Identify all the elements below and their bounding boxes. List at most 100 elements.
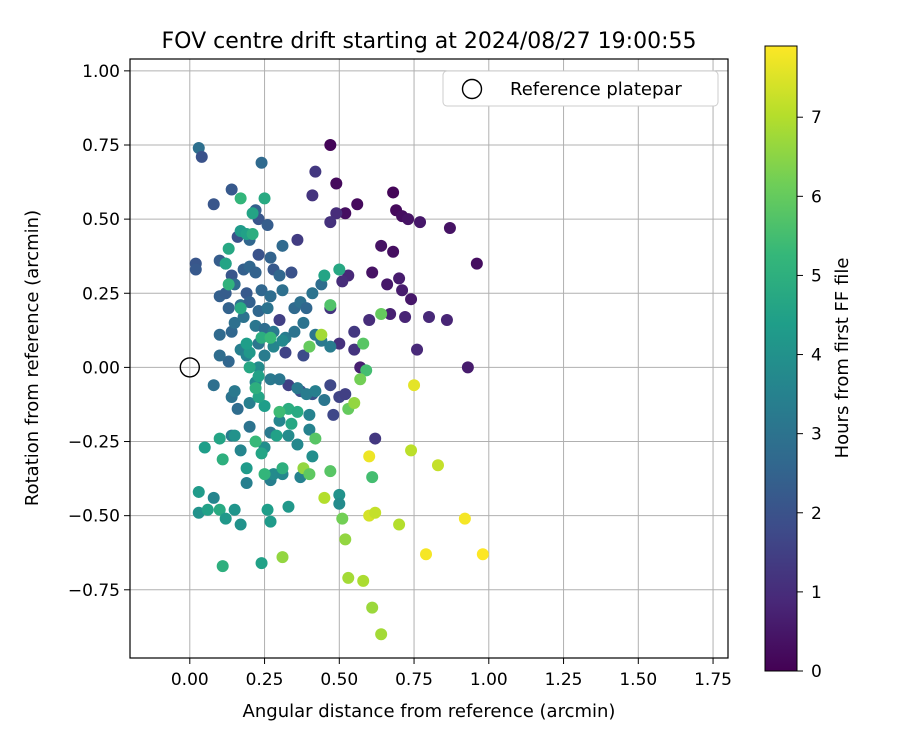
data-point [258, 468, 271, 481]
data-point [306, 450, 319, 463]
colorbar-label: Hours from first FF file [832, 258, 853, 459]
chart-title: FOV centre drift starting at 2024/08/27 … [162, 29, 697, 54]
data-point [213, 503, 226, 516]
data-point [324, 465, 337, 478]
data-point [258, 399, 271, 412]
data-point [431, 459, 444, 472]
data-point [363, 313, 376, 326]
colorbar-tick-label: 1 [811, 583, 822, 603]
data-point [357, 574, 370, 587]
data-point [243, 296, 256, 309]
data-point [228, 385, 241, 398]
data-point [369, 432, 382, 445]
data-point [252, 370, 265, 383]
colorbar-gradient [764, 45, 798, 672]
data-point [255, 284, 268, 297]
data-point [192, 485, 205, 498]
data-point [261, 503, 274, 516]
data-point [273, 405, 286, 418]
x-tick-label: 0.00 [171, 670, 209, 690]
data-point [255, 331, 268, 344]
data-point [309, 165, 322, 178]
data-point [201, 503, 214, 516]
data-point [222, 302, 235, 315]
data-point [318, 491, 331, 504]
data-point [339, 388, 352, 401]
data-point [249, 266, 262, 279]
data-point [357, 337, 370, 350]
data-point [258, 192, 271, 205]
colorbar-tick-label: 0 [811, 662, 822, 682]
data-point [443, 222, 456, 235]
x-tick-label: 1.25 [545, 670, 583, 690]
data-point [291, 438, 304, 451]
data-point [408, 379, 421, 392]
y-tick-label: 0.25 [82, 284, 120, 304]
legend-label: Reference platepar [510, 79, 682, 100]
plot-frame [129, 58, 729, 659]
x-tick-label: 1.00 [470, 670, 508, 690]
data-point [207, 379, 220, 392]
data-point [366, 601, 379, 614]
data-point [189, 263, 202, 276]
y-tick-label: −0.25 [68, 433, 120, 453]
data-point [255, 156, 268, 169]
data-point [276, 551, 289, 564]
data-point [351, 198, 364, 211]
data-point [228, 316, 241, 329]
data-point [276, 334, 289, 347]
colorbar-tick-label: 5 [811, 266, 822, 286]
data-point [249, 435, 262, 448]
data-point [240, 337, 253, 350]
y-tick-label: 0.75 [82, 136, 120, 156]
data-point [228, 429, 241, 442]
data-point [348, 396, 361, 409]
data-point [222, 355, 235, 368]
data-point [276, 239, 289, 252]
data-point [240, 477, 253, 490]
data-point [366, 471, 379, 484]
data-point [234, 192, 247, 205]
data-point [318, 394, 331, 407]
data-point [327, 408, 340, 421]
data-point [381, 278, 394, 291]
y-tick-label: 0.00 [82, 358, 120, 378]
data-point [219, 257, 232, 270]
data-point [270, 429, 283, 442]
data-point [207, 198, 220, 211]
data-point [258, 349, 271, 362]
data-point [207, 491, 220, 504]
y-tick-label: −0.50 [68, 507, 120, 527]
data-point [282, 429, 295, 442]
data-point [470, 257, 483, 270]
data-point [393, 272, 406, 285]
data-point [231, 402, 244, 415]
data-point [228, 503, 241, 516]
data-point [255, 557, 268, 570]
data-point [243, 396, 256, 409]
data-point [222, 242, 235, 255]
data-point [324, 299, 337, 312]
data-point [369, 506, 382, 519]
data-point [333, 263, 346, 276]
data-point [297, 316, 310, 329]
grid-lines [130, 59, 728, 658]
data-point [333, 497, 346, 510]
data-point [375, 628, 388, 641]
data-point [300, 302, 313, 315]
data-point [306, 189, 319, 202]
data-point [303, 408, 316, 421]
data-point [198, 441, 211, 454]
data-point [440, 313, 453, 326]
data-point [285, 266, 298, 279]
data-point [273, 313, 286, 326]
data-point [267, 468, 280, 481]
data-point [396, 284, 409, 297]
data-point [288, 325, 301, 338]
data-point [363, 450, 376, 463]
data-point [324, 216, 337, 229]
data-point [342, 571, 355, 584]
x-tick-label: 0.25 [246, 670, 284, 690]
y-tick-label: 0.50 [82, 210, 120, 230]
data-point [291, 405, 304, 418]
